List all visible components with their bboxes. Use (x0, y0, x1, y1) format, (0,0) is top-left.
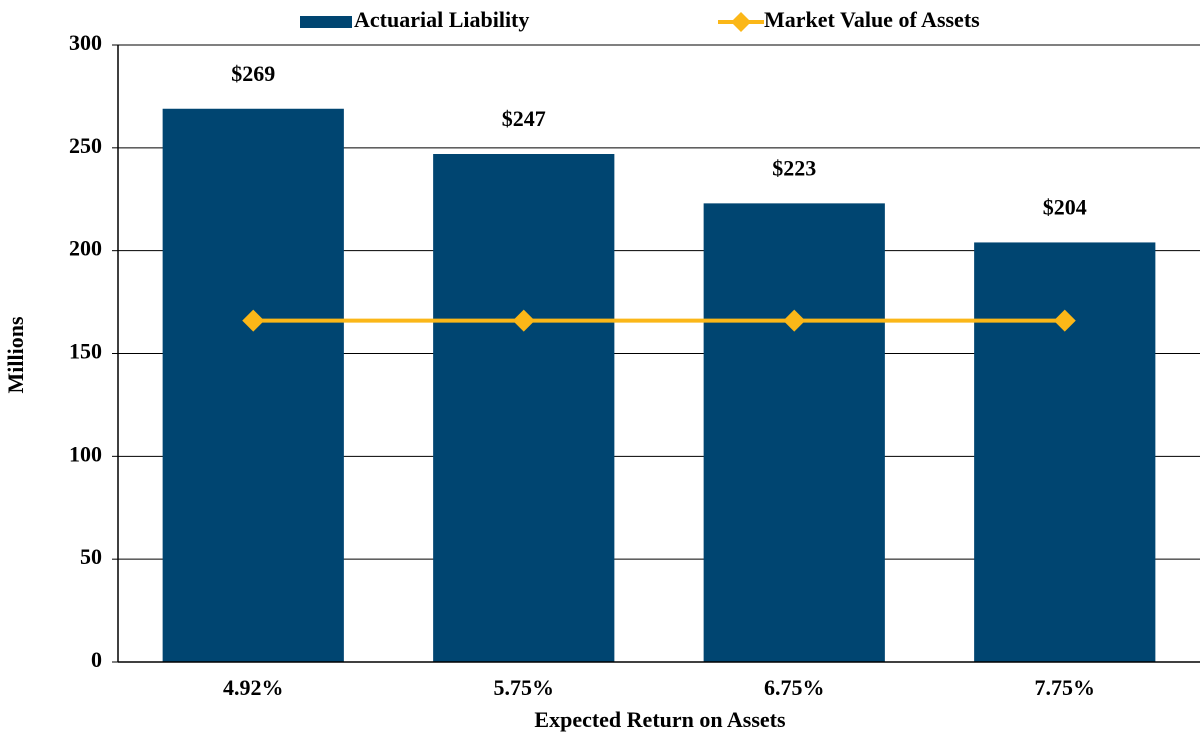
y-tick-label: 300 (69, 30, 102, 55)
x-tick-label: 4.92% (223, 675, 284, 700)
data-label: $223 (772, 155, 816, 180)
x-tick-label: 7.75% (1035, 675, 1096, 700)
data-label: $247 (502, 106, 546, 131)
bar (162, 108, 344, 663)
marker (783, 309, 806, 332)
marker (242, 309, 265, 332)
y-tick-label: 0 (91, 647, 102, 672)
y-tick-label: 100 (69, 441, 102, 466)
data-label: $204 (1043, 194, 1087, 219)
legend-swatch (300, 16, 352, 28)
legend-label: Actuarial Liability (354, 7, 529, 32)
legend-marker (731, 12, 751, 32)
legend-label: Market Value of Assets (764, 7, 980, 32)
marker (512, 309, 535, 332)
x-tick-label: 6.75% (764, 675, 825, 700)
bar (703, 203, 885, 662)
y-tick-label: 50 (80, 544, 102, 569)
y-tick-label: 150 (69, 339, 102, 364)
y-axis-title: Millions (3, 316, 28, 393)
marker (1053, 309, 1076, 332)
x-axis-title: Expected Return on Assets (534, 707, 786, 732)
bar (433, 154, 615, 662)
y-tick-label: 200 (69, 236, 102, 261)
data-label: $269 (231, 61, 275, 86)
y-tick-label: 250 (69, 133, 102, 158)
bar (974, 242, 1156, 662)
x-tick-label: 5.75% (494, 675, 555, 700)
